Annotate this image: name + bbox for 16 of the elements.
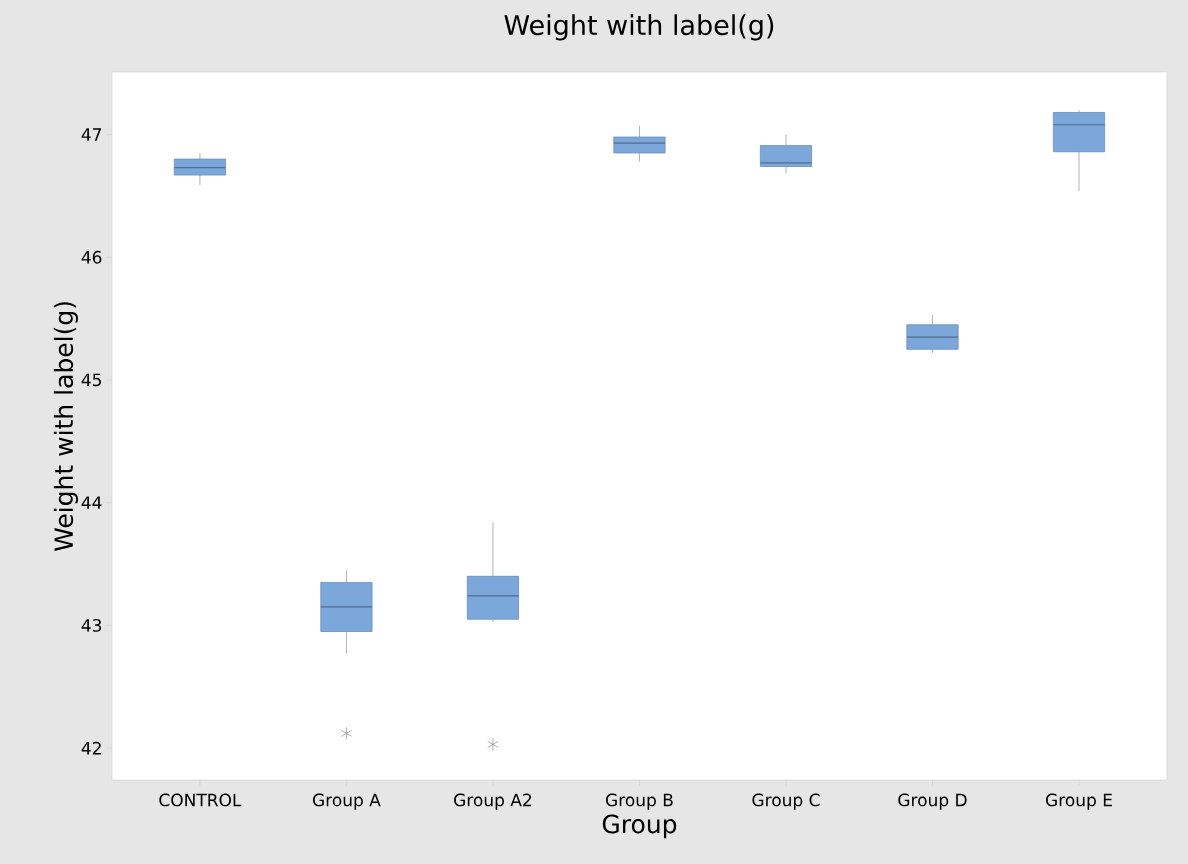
y-tick-label: 45 — [81, 373, 101, 387]
y-tick-label: 47 — [81, 128, 102, 141]
x-tick-label: Group C — [752, 793, 820, 810]
x-tick-label: Group D — [898, 793, 967, 810]
chart-title: Weight with label(g) — [504, 14, 774, 41]
x-tick-label: Group A — [312, 793, 381, 810]
x-tick-label: Group B — [606, 793, 673, 810]
x-tick-label: CONTROL — [159, 793, 242, 807]
y-tick-label: 42 — [81, 741, 101, 755]
x-tick-label: Group A2 — [454, 793, 532, 810]
y-tick-label: 43 — [81, 618, 102, 632]
x-tick-label: Group E — [1046, 793, 1112, 810]
y-tick-label: 46 — [81, 250, 102, 264]
y-tick-label: 44 — [81, 496, 102, 509]
x-axis-title: Group — [602, 814, 677, 839]
y-axis-title: Weight with label(g) — [53, 302, 78, 552]
